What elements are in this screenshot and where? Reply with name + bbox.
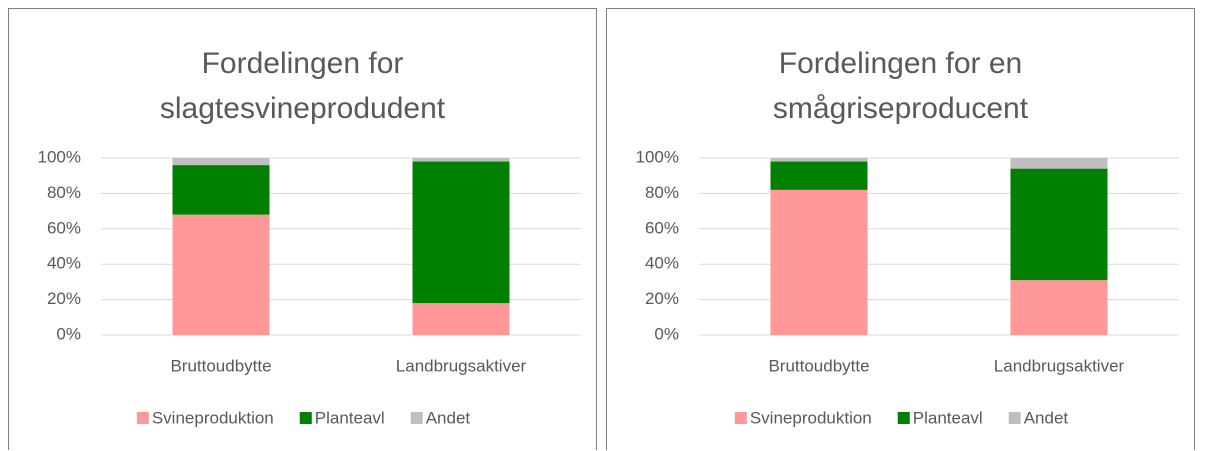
x-tick-label: Landbrugsaktiver	[396, 356, 527, 375]
chart: 0% 20% 40% 60% 80% 100% Bruttoudbytte Landbrugs…	[636, 147, 1179, 427]
legend-label: Andet	[426, 408, 471, 427]
chart-title: Fordelingen for slagtesvineprodudent	[159, 47, 446, 125]
y-tick-label: 60%	[645, 218, 679, 237]
legend-label: Svineproduktion	[152, 408, 274, 427]
y-tick-label: 0%	[56, 324, 81, 343]
bar-segment	[172, 165, 270, 215]
chart: 0% 20% 40% 60% 80% 100% Bruttoudbytte Landbrugs…	[38, 147, 581, 427]
y-tick-label: 100%	[636, 147, 679, 166]
bar-segment	[412, 303, 510, 335]
x-tick-label: Bruttoudbytte	[768, 356, 869, 375]
x-tick-label: Landbrugsaktiver	[994, 356, 1125, 375]
y-tick-label: 20%	[645, 289, 679, 308]
bar-segment	[770, 158, 868, 162]
y-tick-label: 40%	[645, 254, 679, 273]
y-tick-label: 100%	[38, 147, 81, 166]
legend-swatch	[299, 412, 312, 424]
bar-segment	[172, 158, 270, 166]
chart-panel: Fordelingen for en smågriseproducent 0% 2…	[606, 8, 1195, 450]
legend-swatch	[734, 412, 747, 424]
chart-title: Fordelingen for en smågriseproducent	[772, 47, 1029, 125]
x-tick-label: Bruttoudbytte	[170, 356, 271, 375]
legend-swatch	[1008, 412, 1021, 424]
bar-segment	[770, 161, 868, 190]
bar-segment	[412, 158, 510, 162]
chart-panel: Fordelingen for slagtesvineprodudent 0% 2…	[8, 8, 597, 450]
bar-segment	[1010, 168, 1108, 281]
legend-label: Svineproduktion	[750, 408, 872, 427]
bar-segment	[1010, 158, 1108, 169]
legend-swatch	[897, 412, 910, 424]
legend-swatch	[136, 412, 149, 424]
bar-segment	[770, 189, 868, 335]
legend-label: Andet	[1024, 408, 1069, 427]
legend-label: Planteavl	[315, 408, 385, 427]
y-tick-label: 60%	[47, 218, 81, 237]
bar-segment	[172, 214, 270, 335]
legend-label: Planteavl	[913, 408, 983, 427]
bar-segment	[1010, 280, 1108, 335]
y-tick-label: 20%	[47, 289, 81, 308]
y-tick-label: 0%	[654, 324, 679, 343]
y-tick-label: 40%	[47, 254, 81, 273]
y-tick-label: 80%	[47, 183, 81, 202]
bar-segment	[412, 161, 510, 304]
legend-swatch	[410, 412, 423, 424]
y-tick-label: 80%	[645, 183, 679, 202]
